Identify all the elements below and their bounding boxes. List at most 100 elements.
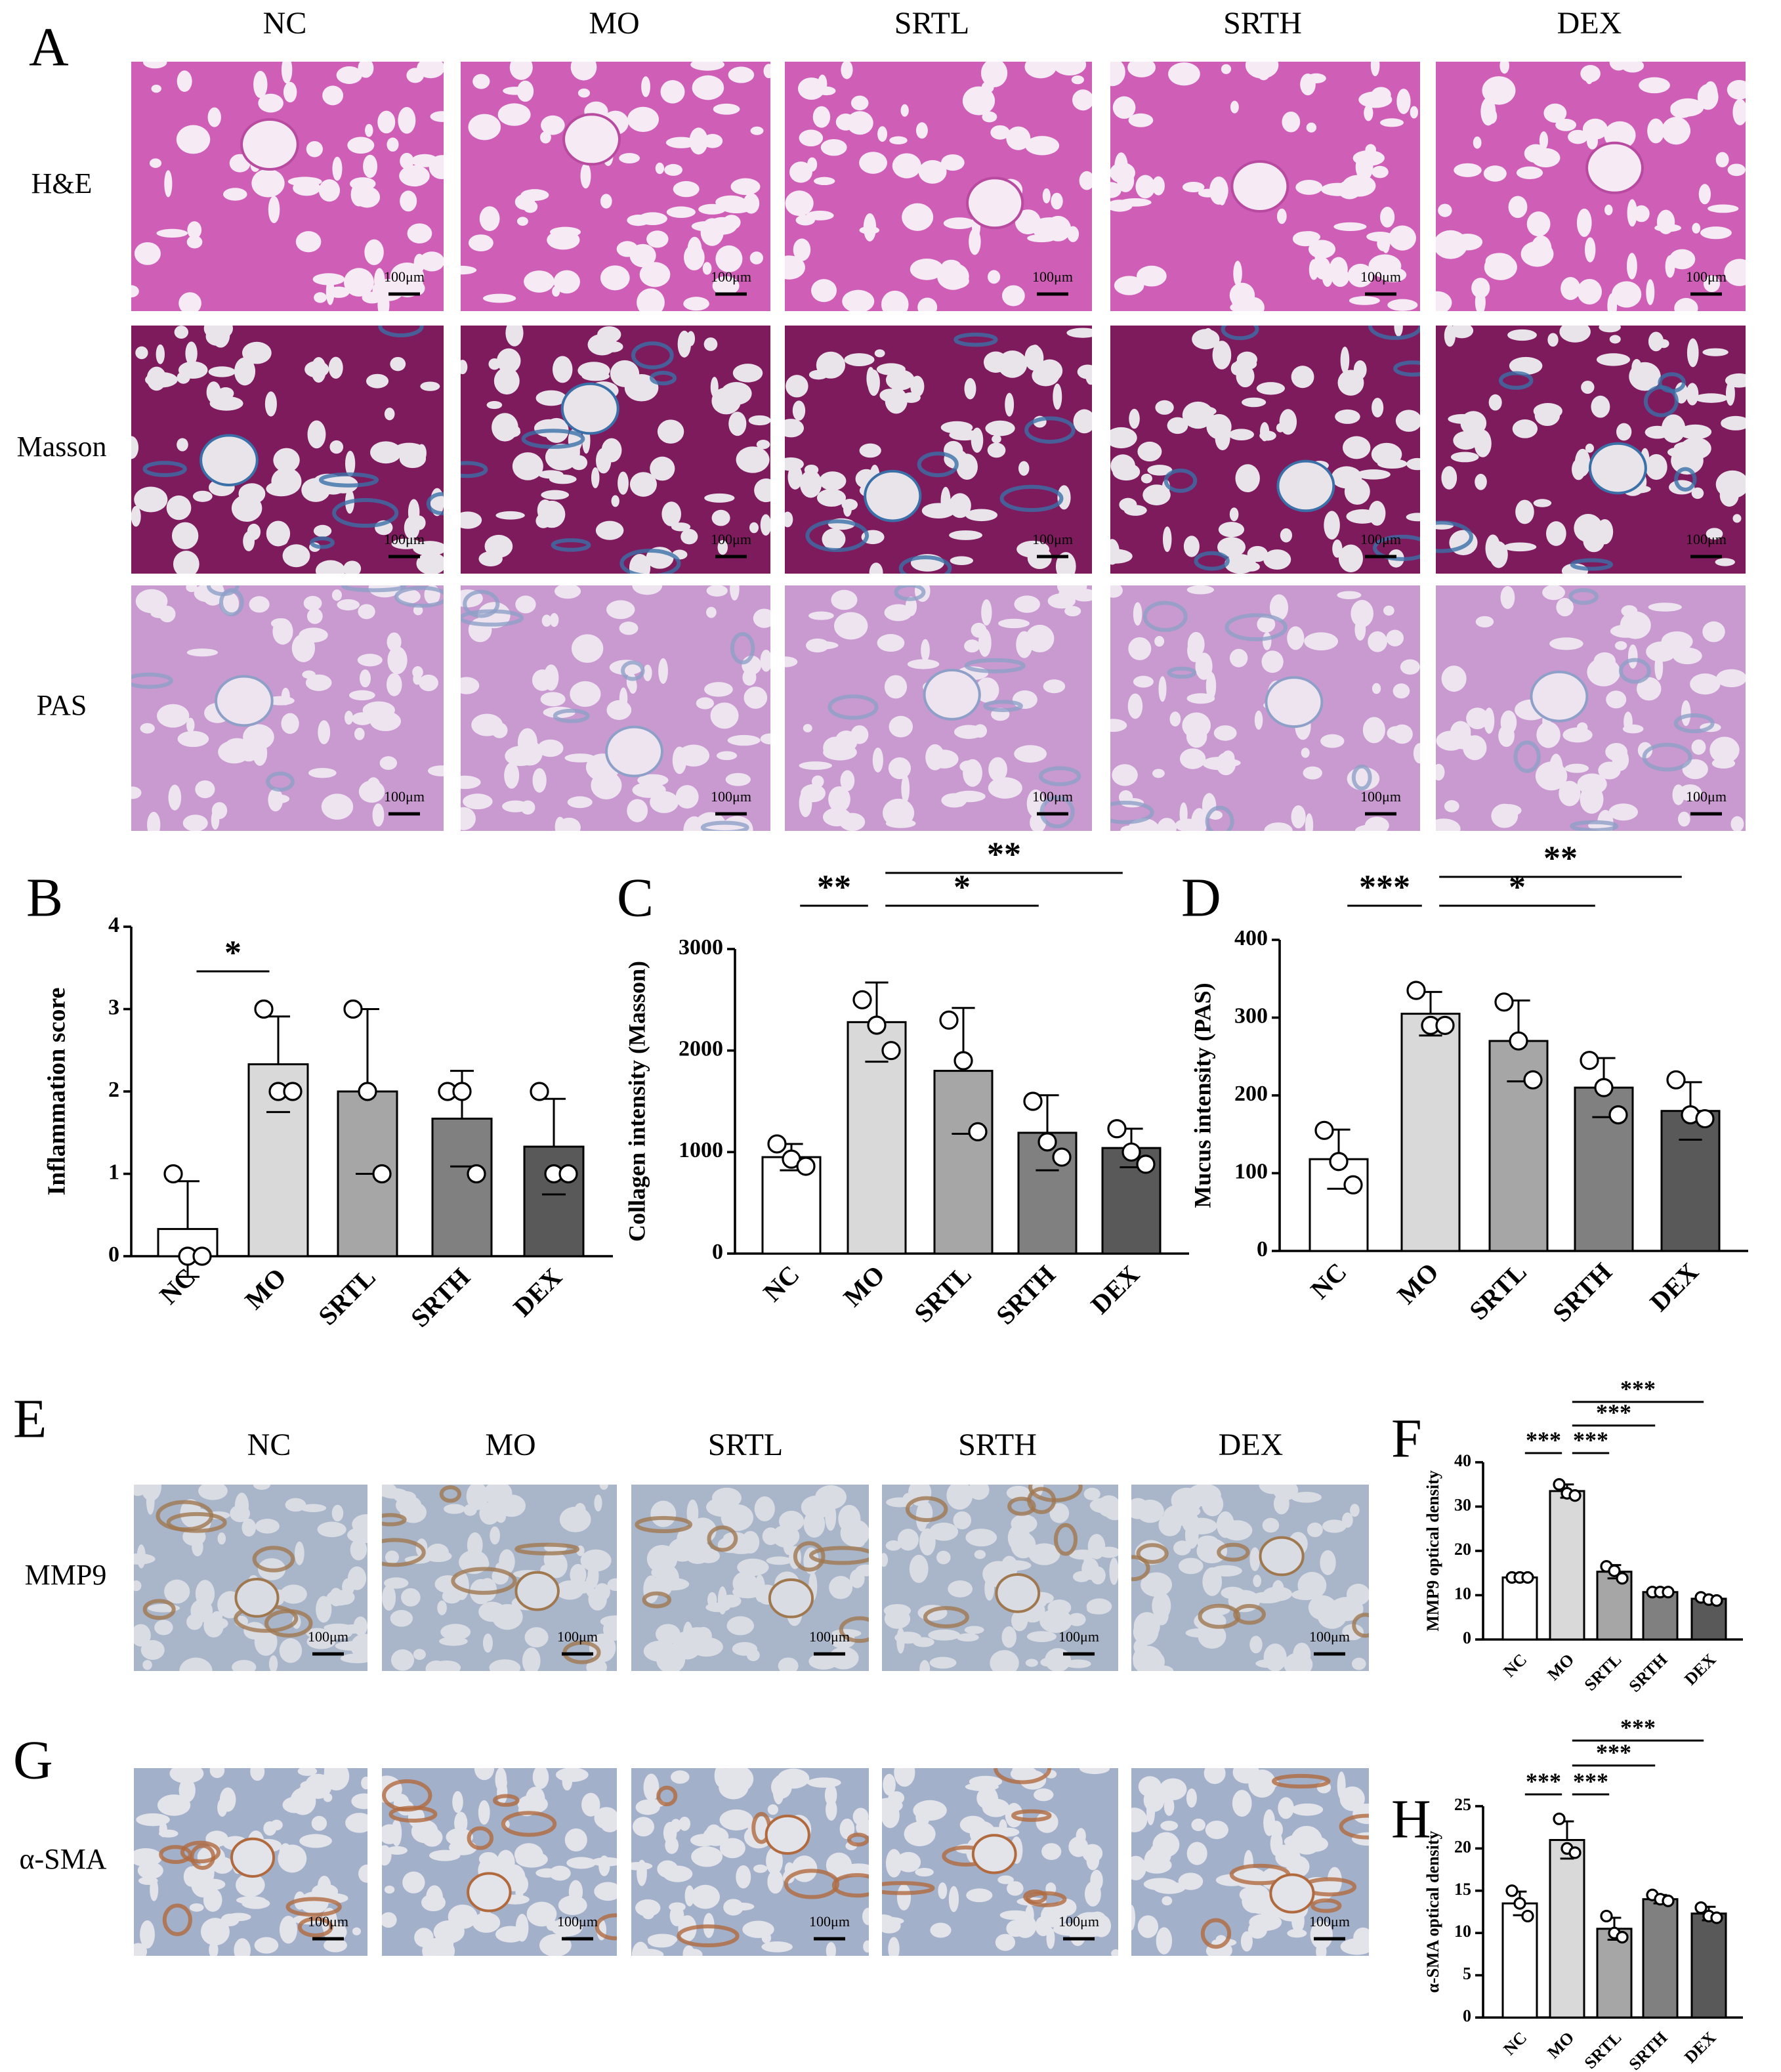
alveolus <box>493 367 520 395</box>
panel-label: F <box>1391 1408 1422 1469</box>
alveolus <box>978 628 992 657</box>
y-tick-label: 40 <box>1454 1451 1471 1470</box>
alveolus <box>1109 1557 1118 1585</box>
alveolus <box>1204 1768 1226 1785</box>
alveolus <box>183 1866 199 1887</box>
data-point <box>1666 1070 1686 1089</box>
alveolus <box>637 1859 647 1886</box>
alveolus <box>387 646 408 675</box>
alveolus <box>869 562 883 574</box>
stain <box>463 589 500 618</box>
stain <box>1028 1485 1083 1502</box>
alveolus <box>1372 683 1381 694</box>
alveolus <box>1025 136 1060 156</box>
alveolus <box>1463 735 1487 761</box>
alveolus <box>1706 528 1723 540</box>
alveolus <box>495 511 525 520</box>
alveolus <box>684 1885 694 1907</box>
stain <box>451 1567 517 1595</box>
alveolus <box>1228 429 1254 440</box>
alveolus <box>1549 637 1583 650</box>
alveolus <box>192 490 213 502</box>
alveolus <box>313 524 332 538</box>
alveolus <box>1587 658 1621 687</box>
alveolus <box>929 1522 959 1541</box>
bar <box>1642 1898 1679 2019</box>
data-point <box>1509 1031 1528 1051</box>
alveolus <box>892 153 921 179</box>
stain <box>439 1485 462 1503</box>
stain <box>382 1513 407 1527</box>
alveolus <box>980 62 1008 87</box>
scale-bar-label: 100μm <box>711 268 751 285</box>
alveolus <box>1347 263 1373 287</box>
alveolus <box>877 126 888 142</box>
alveolus <box>218 740 251 764</box>
alveolus <box>1110 549 1133 564</box>
alveolus <box>177 371 190 384</box>
stain <box>1038 766 1081 786</box>
alveolus <box>1141 1572 1173 1597</box>
alveolus <box>1229 507 1239 522</box>
alveolus <box>513 1874 529 1894</box>
alveolus <box>1503 542 1537 552</box>
alveolus <box>732 1585 763 1599</box>
alveolus <box>234 1938 251 1956</box>
x-tick-label: NC <box>1499 1650 1530 1681</box>
alveolus <box>754 1496 775 1521</box>
alveolus <box>249 596 270 613</box>
alveolus <box>1137 1915 1159 1938</box>
stain <box>983 700 1023 712</box>
data-point <box>881 1041 901 1061</box>
alveolus <box>1006 1920 1026 1937</box>
alveolus <box>555 1580 584 1600</box>
alveolus <box>1263 632 1272 650</box>
alveolus <box>461 265 477 275</box>
alveolus <box>1475 616 1494 627</box>
airway <box>1265 676 1324 729</box>
alveolus <box>345 1813 367 1833</box>
stain <box>493 1794 520 1807</box>
alveolus <box>719 1594 742 1608</box>
alveolus <box>1025 1659 1038 1667</box>
alveolus <box>1291 1492 1322 1503</box>
stain <box>162 1903 192 1936</box>
alveolus <box>1331 466 1362 489</box>
alveolus <box>650 1500 677 1527</box>
data-point <box>467 1164 486 1184</box>
bar <box>1309 1158 1369 1252</box>
stain <box>1339 1813 1369 1840</box>
alveolus <box>1509 356 1543 375</box>
alveolus <box>785 511 793 528</box>
alveolus <box>815 1485 847 1510</box>
scale-bar-label: 100μm <box>384 268 425 285</box>
alveolus <box>1025 624 1055 652</box>
bar <box>1596 1928 1633 2019</box>
alveolus <box>1562 727 1593 743</box>
alveolus <box>1608 803 1639 821</box>
alveolus <box>897 1529 919 1551</box>
alveolus <box>839 1818 855 1840</box>
alveolus <box>1053 62 1087 75</box>
alveolus <box>952 790 986 803</box>
alveolus <box>135 346 148 360</box>
alveolus <box>156 228 188 238</box>
scale-bar-label: 100μm <box>1032 268 1073 285</box>
airway <box>864 469 922 522</box>
alveolus <box>1249 1636 1263 1654</box>
alveolus <box>1057 585 1087 597</box>
alveolus <box>1183 536 1200 557</box>
stain <box>700 820 749 831</box>
alveolus <box>429 155 444 179</box>
alveolus <box>350 1538 367 1561</box>
alveolus <box>433 1920 465 1944</box>
stain <box>631 341 674 370</box>
alveolus <box>255 1518 280 1534</box>
alveolus <box>1136 1499 1164 1523</box>
alveolus <box>684 244 705 271</box>
alveolus <box>157 1794 191 1816</box>
y-tick-label: 10 <box>1454 1922 1471 1941</box>
alveolus <box>551 1918 583 1937</box>
alveolus <box>717 539 728 555</box>
data-point <box>192 1246 212 1266</box>
